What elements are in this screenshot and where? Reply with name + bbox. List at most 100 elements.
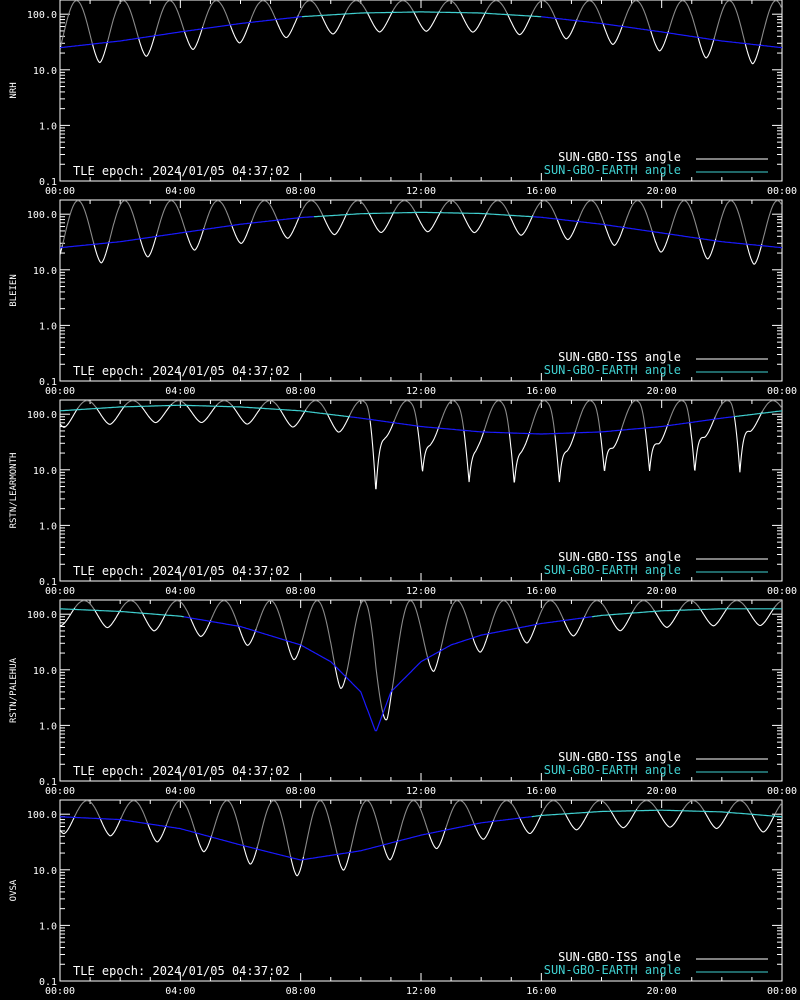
iss-angle-line [667,0,699,37]
x-tick-label: 20:00 [647,586,677,597]
iss-angle-line [334,665,347,690]
iss-angle-line [644,423,669,472]
iss-angle-line [286,640,302,661]
iss-angle-line [203,200,233,229]
iss-angle-line [564,810,590,831]
iss-angle-line [95,405,126,425]
iss-angle-line [393,200,416,213]
iss-angle-line [699,607,729,627]
iss-angle-line [366,10,394,33]
iss-angle-line [183,26,204,50]
iss-angle-line [255,600,288,641]
plot-area [60,200,782,265]
iss-angle-line [531,0,556,18]
legend-earth-label: SUN-GBO-EARTH angle [544,163,681,177]
iss-angle-line [578,200,605,224]
x-tick-label: 16:00 [526,386,556,397]
iss-angle-line [165,800,197,833]
iss-angle-line [715,200,748,245]
iss-angle-line [107,0,140,42]
y-tick-label: 0.1 [39,777,57,788]
iss-angle-line [488,600,519,633]
x-tick-label: 08:00 [286,786,316,797]
chart-panel-2: 00:00 04:00 08:00 12:00 16:00 20:00 00:000.11.… [9,199,797,397]
iss-angle-line [473,819,495,840]
iss-angle-line [562,616,586,637]
iss-angle-line [416,426,440,472]
y-tick-label: 0.1 [39,977,57,988]
x-tick-label: 04:00 [165,986,195,997]
y-axis-label: RSTN/LEARMONTH [9,453,19,529]
x-tick-label: 08:00 [286,986,316,997]
iss-angle-line [77,400,97,409]
earth-angle-line [60,216,314,249]
x-tick-label: 04:00 [165,786,195,797]
iss-angle-line [656,808,684,828]
earth-angle-line [301,11,542,18]
iss-angle-line [636,800,658,810]
legend-iss-label: SUN-GBO-ISS angle [558,350,681,364]
y-tick-label: 1.0 [39,521,57,532]
x-tick-label: 16:00 [526,986,556,997]
iss-angle-line [99,817,122,837]
iss-angle-line [300,600,336,666]
iss-angle-line [185,404,218,424]
legend-earth-label: SUN-GBO-EARTH angle [544,763,681,777]
y-tick-label: 10.0 [33,66,57,77]
iss-angle-line [714,400,735,418]
x-tick-label: 00:00 [767,786,797,797]
iss-angle-line [445,800,475,828]
earth-angle-line [183,616,592,732]
iss-angle-line [536,600,564,623]
iss-angle-line [759,0,782,45]
iss-angle-line [93,240,110,264]
iss-angle-line [91,40,109,64]
iss-angle-line [108,200,141,242]
y-tick-label: 10.0 [33,666,57,677]
iss-angle-line [346,200,370,214]
iss-angle-line [412,10,440,32]
y-tick-label: 100.0 [27,10,57,21]
iss-angle-line [623,200,653,231]
tle-epoch-label: TLE epoch: 2024/01/05 04:37:02 [73,964,290,978]
iss-angle-line [508,431,531,483]
earth-angle-line [532,216,782,249]
iss-angle-line [602,22,624,45]
earth-angle-line [313,211,533,218]
x-tick-label: 20:00 [647,986,677,997]
iss-angle-line [745,607,775,627]
iss-angle-line [242,844,258,865]
iss-angle-line [761,400,782,412]
y-tick-label: 1.0 [39,321,57,332]
iss-angle-line [506,13,533,36]
x-tick-label: 00:00 [45,986,75,997]
x-tick-label: 00:00 [45,586,75,597]
iss-angle-line [349,800,384,851]
x-tick-label: 16:00 [526,186,556,197]
iss-angle-line [120,600,143,613]
earth-angle-line [733,410,782,418]
x-tick-label: 08:00 [286,586,316,597]
iss-angle-line [599,428,623,472]
iss-angle-line [249,0,276,21]
iss-angle-line [554,431,576,483]
legend-iss-label: SUN-GBO-ISS angle [558,750,681,764]
x-tick-label: 04:00 [165,186,195,197]
iss-angle-line [229,20,252,44]
tle-epoch-label: TLE epoch: 2024/01/05 04:37:02 [73,164,290,178]
iss-angle-line [472,631,490,653]
iss-angle-line [651,230,671,253]
legend-earth-label: SUN-GBO-EARTH angle [544,363,681,377]
iss-angle-line [397,800,430,840]
iss-angle-line [729,800,752,814]
x-tick-label: 00:00 [767,386,797,397]
earth-angle-line [60,608,184,618]
legend-iss-label: SUN-GBO-ISS angle [558,950,681,964]
iss-angle-line [751,813,776,833]
earth-angle-line [60,404,351,418]
iss-angle-line [305,400,328,414]
y-tick-label: 100.0 [27,410,57,421]
iss-angle-line [556,217,580,241]
iss-angle-line [392,0,414,12]
iss-angle-line [345,600,384,714]
